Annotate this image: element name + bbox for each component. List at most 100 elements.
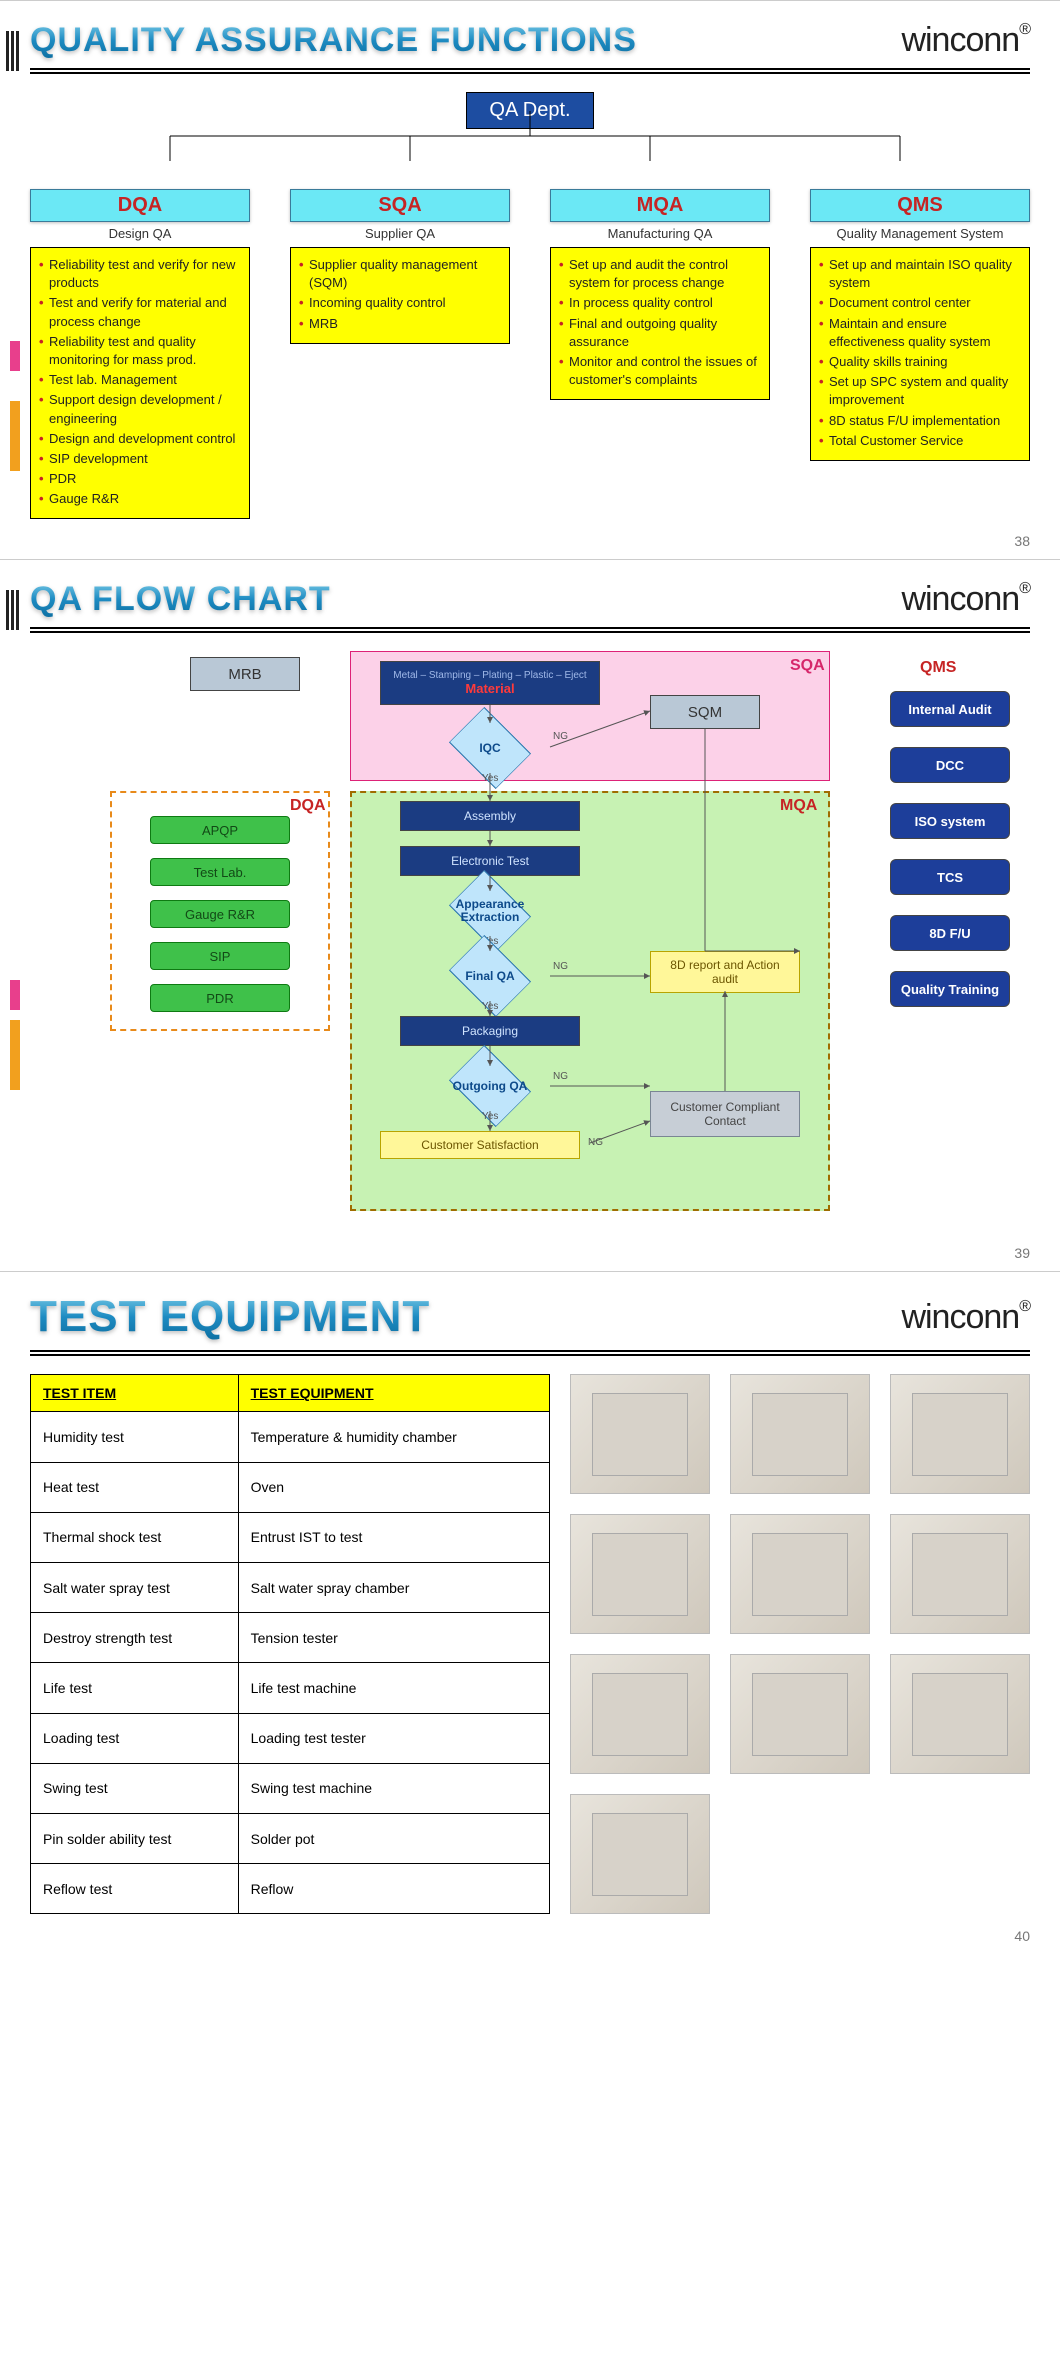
- table-row: Heat testOven: [31, 1462, 550, 1512]
- table-cell: Entrust IST to test: [238, 1512, 549, 1562]
- branch-bullet: Final and outgoing quality assurance: [557, 315, 761, 351]
- slide-qa-functions: QUALITY ASSURANCE FUNCTIONS winconn® QA …: [0, 0, 1060, 559]
- flowchart-canvas: SQA MQA DQA QMS MRB Metal – Stamping – P…: [90, 651, 1030, 1231]
- table-row: Life testLife test machine: [31, 1663, 550, 1713]
- equipment-image: [570, 1794, 710, 1914]
- table-header-equipment: TEST EQUIPMENT: [238, 1375, 549, 1412]
- table-row: Loading testLoading test tester: [31, 1713, 550, 1763]
- table-cell: Pin solder ability test: [31, 1813, 239, 1863]
- branch-box: Reliability test and verify for new prod…: [30, 247, 250, 519]
- slide-header: TEST EQUIPMENT winconn®: [30, 1292, 1030, 1342]
- table-cell: Reflow test: [31, 1864, 239, 1914]
- table-cell: Loading test: [31, 1713, 239, 1763]
- table-row: Swing testSwing test machine: [31, 1763, 550, 1813]
- slide-header: QUALITY ASSURANCE FUNCTIONS winconn®: [30, 21, 1030, 60]
- branch-bullet: Design and development control: [37, 430, 241, 448]
- equipment-image: [570, 1374, 710, 1494]
- page-number: 39: [1014, 1245, 1030, 1261]
- table-cell: Temperature & humidity chamber: [238, 1412, 549, 1462]
- branch-bullet: Supplier quality management (SQM): [297, 256, 501, 292]
- branch-subtitle: Manufacturing QA: [550, 226, 770, 241]
- slide-header: QA FLOW CHART winconn®: [30, 580, 1030, 619]
- branch-bullet: Incoming quality control: [297, 294, 501, 312]
- flow-connectors: [330, 651, 1060, 1211]
- table-row: Pin solder ability testSolder pot: [31, 1813, 550, 1863]
- brand-logo: winconn®: [901, 21, 1030, 60]
- branch-bullet: Monitor and control the issues of custom…: [557, 353, 761, 389]
- slide-title: QA FLOW CHART: [30, 580, 331, 619]
- equipment-image: [570, 1654, 710, 1774]
- equipment-image: [570, 1514, 710, 1634]
- branch-bullet: Set up SPC system and quality improvemen…: [817, 373, 1021, 409]
- branch-bullet: Total Customer Service: [817, 432, 1021, 450]
- brand-logo: winconn®: [901, 580, 1030, 619]
- dqa-item: Test Lab.: [150, 858, 290, 886]
- table-cell: Destroy strength test: [31, 1613, 239, 1663]
- branch-dqa: DQADesign QAReliability test and verify …: [30, 189, 250, 519]
- dqa-item: Gauge R&R: [150, 900, 290, 928]
- branch-box: Supplier quality management (SQM) Incomin…: [290, 247, 510, 344]
- branch-head: SQA: [290, 189, 510, 222]
- dqa-item: APQP: [150, 816, 290, 844]
- table-row: Thermal shock testEntrust IST to test: [31, 1512, 550, 1562]
- branch-head: MQA: [550, 189, 770, 222]
- table-cell: Swing test machine: [238, 1763, 549, 1813]
- table-cell: Oven: [238, 1462, 549, 1512]
- accent-pink: [10, 980, 20, 1010]
- branch-bullet: Set up and maintain ISO quality system: [817, 256, 1021, 292]
- branch-bullet: MRB: [297, 315, 501, 333]
- equipment-image: [730, 1514, 870, 1634]
- divider: [30, 68, 1030, 74]
- equipment-image: [730, 1374, 870, 1494]
- dqa-label: DQA: [290, 797, 326, 815]
- table-cell: Loading test tester: [238, 1713, 549, 1763]
- branch-subtitle: Quality Management System: [810, 226, 1030, 241]
- accent-pink: [10, 341, 20, 371]
- dqa-item: PDR: [150, 984, 290, 1012]
- dqa-item: SIP: [150, 942, 290, 970]
- table-cell: Heat test: [31, 1462, 239, 1512]
- equipment-image-grid: [570, 1374, 1030, 1914]
- table-cell: Salt water spray test: [31, 1563, 239, 1613]
- branch-box: Set up and maintain ISO quality system Do…: [810, 247, 1030, 461]
- test-layout: TEST ITEM TEST EQUIPMENT Humidity testTe…: [30, 1374, 1030, 1914]
- table-cell: Life test machine: [238, 1663, 549, 1713]
- branch-bullet: Maintain and ensure effectiveness qualit…: [817, 315, 1021, 351]
- table-cell: Reflow: [238, 1864, 549, 1914]
- branch-bullet: Set up and audit the control system for …: [557, 256, 761, 292]
- table-cell: Solder pot: [238, 1813, 549, 1863]
- table-cell: Life test: [31, 1663, 239, 1713]
- divider: [30, 627, 1030, 633]
- equipment-image: [890, 1514, 1030, 1634]
- branch-bullet: Reliability test and verify for new prod…: [37, 256, 241, 292]
- branch-head: DQA: [30, 189, 250, 222]
- equipment-image: [730, 1654, 870, 1774]
- table-cell: Swing test: [31, 1763, 239, 1813]
- equipment-image: [890, 1654, 1030, 1774]
- test-equipment-table: TEST ITEM TEST EQUIPMENT Humidity testTe…: [30, 1374, 550, 1914]
- branch-bullet: Test and verify for material and process…: [37, 294, 241, 330]
- table-row: Destroy strength testTension tester: [31, 1613, 550, 1663]
- accent-orange: [10, 1020, 20, 1090]
- slide-title: TEST EQUIPMENT: [30, 1292, 430, 1342]
- slide-qa-flow: QA FLOW CHART winconn® SQA MQA DQA QMS M…: [0, 559, 1060, 1271]
- table-cell: Humidity test: [31, 1412, 239, 1462]
- branch-subtitle: Supplier QA: [290, 226, 510, 241]
- decorative-marks: [6, 590, 20, 630]
- slide-title: QUALITY ASSURANCE FUNCTIONS: [30, 21, 637, 60]
- branch-box: Set up and audit the control system for …: [550, 247, 770, 400]
- accent-orange: [10, 401, 20, 471]
- branch-mqa: MQA Manufacturing QA Set up and audit the …: [550, 189, 770, 519]
- mrb-box: MRB: [190, 657, 300, 691]
- page-number: 38: [1014, 533, 1030, 549]
- branch-bullet: Test lab. Management: [37, 371, 241, 389]
- table-cell: Salt water spray chamber: [238, 1563, 549, 1613]
- slide-test-equipment: TEST EQUIPMENT winconn® TEST ITEM TEST E…: [0, 1271, 1060, 1954]
- table-cell: Tension tester: [238, 1613, 549, 1663]
- branch-bullet: Quality skills training: [817, 353, 1021, 371]
- branch-bullet: Support design development / engineering: [37, 391, 241, 427]
- table-row: Salt water spray testSalt water spray ch…: [31, 1563, 550, 1613]
- divider: [30, 1350, 1030, 1356]
- branch-bullet: PDR: [37, 470, 241, 488]
- branch-bullet: Document control center: [817, 294, 1021, 312]
